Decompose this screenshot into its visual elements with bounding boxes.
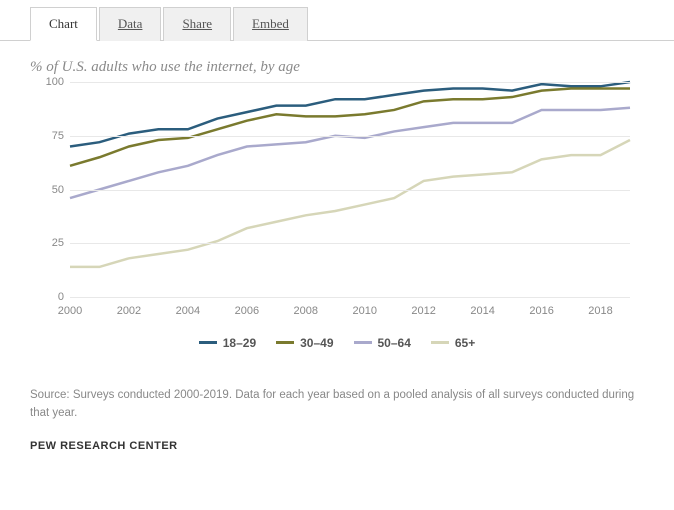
x-axis-label: 2008 [294, 305, 318, 317]
source-note: Source: Surveys conducted 2000-2019. Dat… [0, 358, 674, 423]
tab-bar: ChartDataShareEmbed [0, 0, 674, 41]
x-axis-label: 2004 [176, 305, 200, 317]
x-axis-label: 2018 [588, 305, 612, 317]
legend: 18–29 30–49 50–64 65+ [30, 333, 644, 350]
x-axis-label: 2002 [117, 305, 141, 317]
gridline [70, 136, 630, 137]
chart-title: % of U.S. adults who use the internet, b… [30, 59, 644, 76]
plot-area [70, 82, 630, 297]
legend-swatch [199, 341, 217, 344]
legend-label: 30–49 [300, 336, 333, 350]
gridline [70, 243, 630, 244]
tab-embed[interactable]: Embed [233, 7, 308, 41]
gridline [70, 297, 630, 298]
y-axis-label: 75 [30, 130, 64, 142]
chart-container: % of U.S. adults who use the internet, b… [0, 41, 674, 358]
legend-item-65+: 65+ [431, 336, 475, 350]
brand-label: PEW RESEARCH CENTER [0, 422, 674, 452]
x-axis-label: 2012 [411, 305, 435, 317]
y-axis-label: 0 [30, 291, 64, 303]
series-line-65+ [70, 140, 630, 267]
gridline [70, 190, 630, 191]
x-axis-label: 2014 [470, 305, 494, 317]
legend-label: 50–64 [378, 336, 411, 350]
tab-chart[interactable]: Chart [30, 7, 97, 41]
tab-share[interactable]: Share [163, 7, 231, 41]
legend-item-18–29: 18–29 [199, 336, 256, 350]
legend-label: 18–29 [223, 336, 256, 350]
legend-item-50–64: 50–64 [354, 336, 411, 350]
legend-label: 65+ [455, 336, 475, 350]
legend-swatch [276, 341, 294, 344]
gridline [70, 82, 630, 83]
plot-wrap: 0255075100 20002002200420062008201020122… [30, 82, 630, 327]
series-line-50–64 [70, 108, 630, 198]
legend-swatch [354, 341, 372, 344]
y-axis-label: 100 [30, 76, 64, 88]
x-axis-label: 2006 [235, 305, 259, 317]
legend-item-30–49: 30–49 [276, 336, 333, 350]
y-axis-label: 50 [30, 184, 64, 196]
x-axis-label: 2000 [58, 305, 82, 317]
tab-data[interactable]: Data [99, 7, 162, 41]
x-axis-label: 2016 [529, 305, 553, 317]
legend-swatch [431, 341, 449, 344]
x-axis-label: 2010 [352, 305, 376, 317]
y-axis-label: 25 [30, 237, 64, 249]
